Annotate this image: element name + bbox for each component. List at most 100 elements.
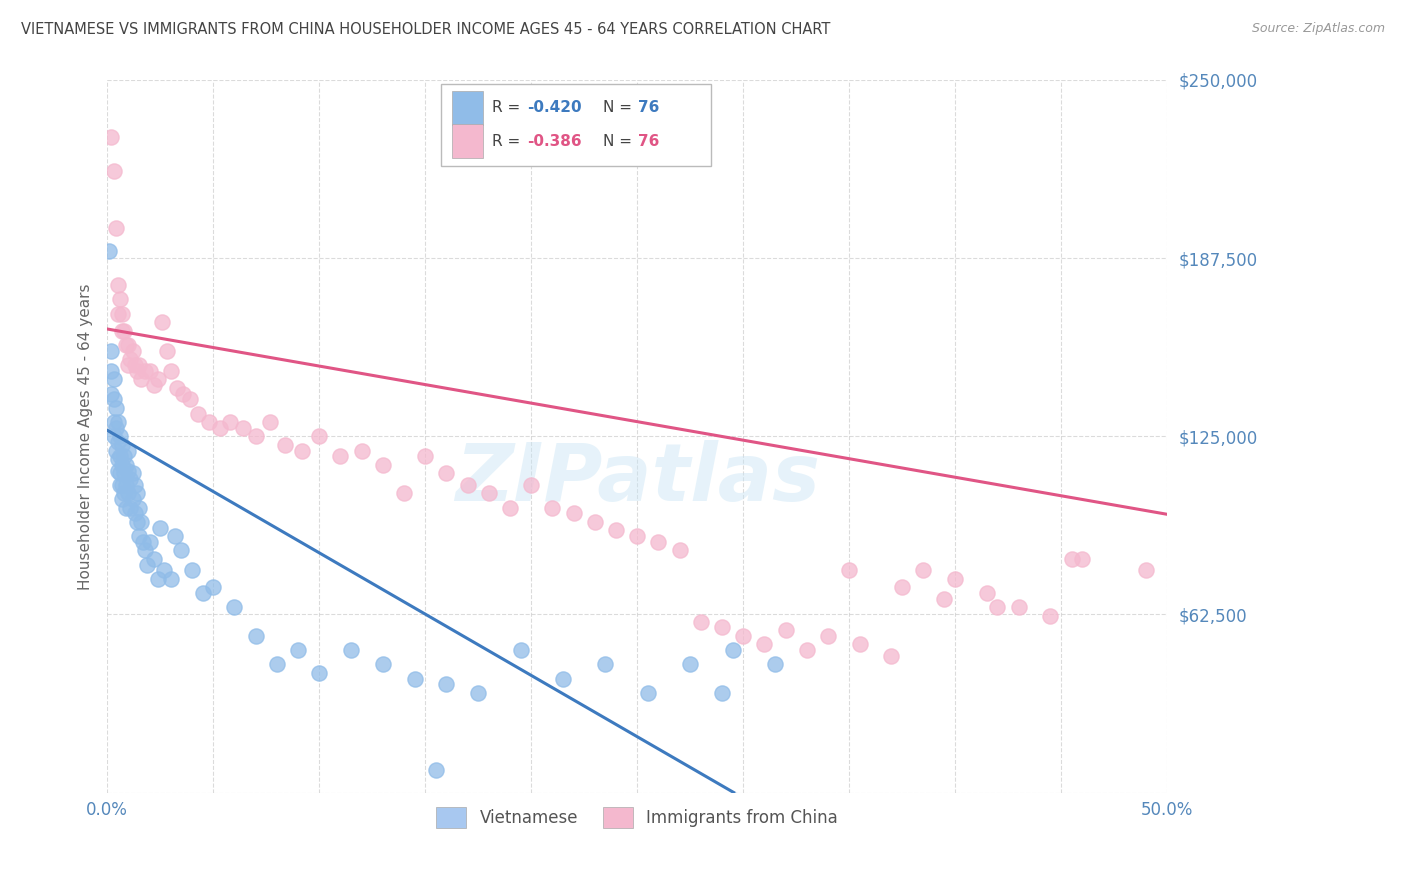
Point: [107, 463, 129, 477]
Text: R =: R =: [492, 100, 524, 115]
Point: [266, 657, 288, 672]
Point: [371, 657, 394, 672]
Point: [943, 572, 966, 586]
Point: [329, 450, 352, 464]
Text: ZIPatlas: ZIPatlas: [454, 440, 820, 518]
Point: [100, 130, 122, 145]
Point: [689, 615, 711, 629]
Point: [371, 458, 394, 472]
Text: 76: 76: [638, 134, 659, 149]
Point: [245, 629, 267, 643]
Point: [115, 458, 138, 472]
Point: [520, 477, 543, 491]
Point: [125, 515, 148, 529]
Point: [138, 364, 160, 378]
Point: [142, 552, 165, 566]
Text: R =: R =: [492, 134, 524, 149]
Point: [98, 244, 121, 258]
Point: [179, 392, 201, 407]
Point: [551, 672, 574, 686]
Point: [1060, 552, 1083, 566]
Point: [413, 450, 436, 464]
Point: [838, 563, 860, 577]
Point: [595, 657, 617, 672]
Point: [136, 558, 159, 572]
Point: [100, 386, 122, 401]
Point: [121, 467, 143, 481]
Point: [100, 364, 122, 378]
Point: [103, 415, 125, 429]
Point: [104, 421, 127, 435]
Point: [111, 491, 134, 506]
Point: [138, 534, 160, 549]
Point: [104, 401, 127, 415]
Point: [150, 315, 173, 329]
Point: [425, 763, 447, 777]
Point: [120, 500, 142, 515]
Point: [111, 438, 134, 452]
Point: [934, 591, 956, 606]
Point: [754, 637, 776, 651]
Text: N =: N =: [603, 134, 637, 149]
Point: [103, 392, 125, 407]
Point: [142, 378, 165, 392]
Point: [159, 572, 181, 586]
Point: [146, 372, 169, 386]
Text: -0.386: -0.386: [527, 134, 582, 149]
Point: [172, 386, 194, 401]
Point: [107, 452, 129, 467]
Point: [117, 443, 139, 458]
Point: [108, 477, 131, 491]
Point: [392, 486, 415, 500]
Point: [457, 477, 479, 491]
Point: [108, 293, 131, 307]
Point: [775, 623, 797, 637]
Point: [104, 221, 127, 235]
Point: [111, 307, 134, 321]
Point: [181, 563, 204, 577]
Point: [120, 472, 142, 486]
Point: [208, 421, 231, 435]
Point: [115, 500, 138, 515]
Point: [817, 629, 839, 643]
Point: [509, 643, 531, 657]
Point: [132, 534, 155, 549]
Point: [117, 358, 139, 372]
Point: [562, 506, 585, 520]
Point: [115, 338, 138, 352]
Point: [100, 343, 122, 358]
Point: [134, 364, 156, 378]
Point: [108, 467, 131, 481]
Text: -0.420: -0.420: [527, 100, 582, 115]
Point: [121, 491, 143, 506]
Point: [115, 477, 138, 491]
Point: [986, 600, 1008, 615]
Point: [710, 686, 733, 700]
Point: [111, 324, 134, 338]
Point: [679, 657, 702, 672]
Point: [124, 477, 146, 491]
Point: [117, 338, 139, 352]
Text: 76: 76: [638, 100, 659, 115]
Point: [478, 486, 501, 500]
Point: [245, 429, 267, 443]
Point: [541, 500, 564, 515]
Point: [308, 429, 330, 443]
Point: [232, 421, 254, 435]
Point: [224, 600, 246, 615]
Point: [107, 415, 129, 429]
Point: [219, 415, 242, 429]
Point: [880, 648, 903, 663]
Point: [104, 443, 127, 458]
Point: [117, 463, 139, 477]
Point: [647, 534, 669, 549]
Point: [146, 572, 169, 586]
Point: [467, 686, 489, 700]
Point: [124, 358, 146, 372]
Point: [733, 629, 755, 643]
Point: [1135, 563, 1157, 577]
Point: [163, 529, 186, 543]
Point: [166, 381, 188, 395]
Point: [128, 529, 150, 543]
Text: N =: N =: [603, 100, 637, 115]
